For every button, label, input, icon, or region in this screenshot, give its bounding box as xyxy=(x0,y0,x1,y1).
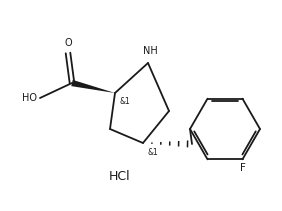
Text: &1: &1 xyxy=(119,97,130,106)
Text: O: O xyxy=(64,38,72,48)
Text: F: F xyxy=(240,163,245,173)
Text: HCl: HCl xyxy=(109,170,131,183)
Text: HO: HO xyxy=(22,93,37,103)
Text: &1: &1 xyxy=(147,148,158,157)
Text: NH: NH xyxy=(143,46,157,56)
Polygon shape xyxy=(71,80,115,93)
